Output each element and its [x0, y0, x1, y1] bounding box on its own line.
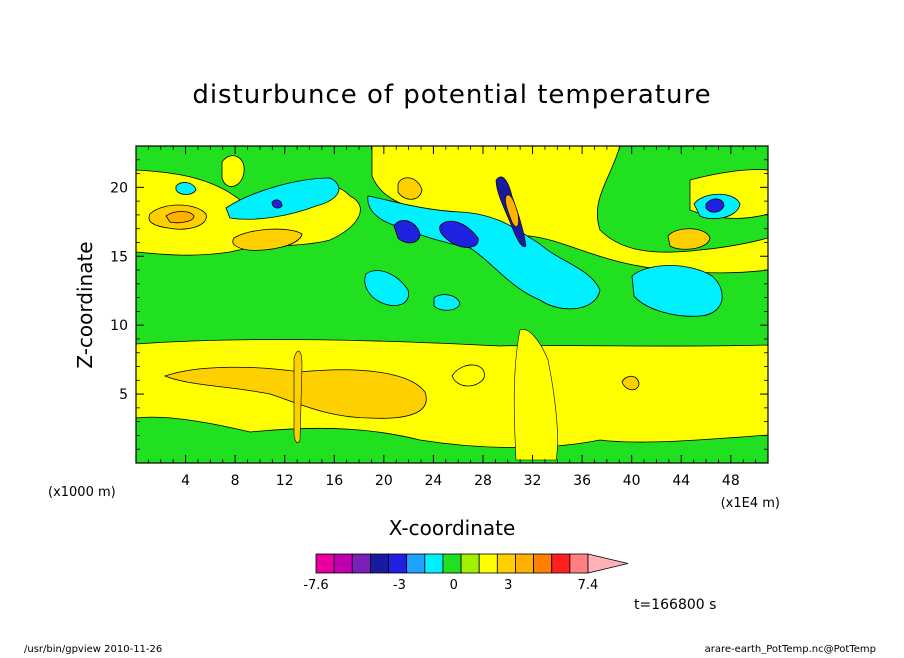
- field-lower-yellow-patch: [451, 364, 485, 387]
- field-small-cyan-patch-2: [433, 294, 461, 311]
- x-axis-label: X-coordinate: [389, 516, 516, 540]
- field-blue-patch-3: [705, 198, 725, 213]
- field-upper-orange-blob-mid: [232, 228, 303, 251]
- colorbar-segment: [315, 553, 335, 574]
- colorbar-segment: [551, 553, 571, 574]
- field-column-feature-left: [293, 350, 303, 444]
- x-tick-label: 44: [672, 473, 690, 489]
- footer-left: /usr/bin/gpview 2010-11-26: [24, 644, 162, 654]
- colorbar-tick-labels: -7.6 -3 0 3 7.4: [303, 578, 598, 593]
- y-axis-label: Z-coordinate: [73, 241, 97, 368]
- colorbar-arrow: [587, 553, 629, 574]
- x-axis-unit: (x1E4 m): [721, 496, 780, 511]
- y-axis-ticks: 5 10 15 20: [110, 159, 768, 450]
- colorbar-tick-label: 7.4: [578, 578, 599, 593]
- y-tick-label: 15: [110, 249, 128, 265]
- field-upper-orange-inner: [165, 211, 195, 224]
- x-tick-label: 28: [474, 473, 492, 489]
- colorbar-segment: [533, 553, 553, 574]
- field-column-feature-center: [513, 329, 558, 461]
- colorbar-segment: [388, 553, 408, 574]
- field-mid-cyan-patch-right: [631, 265, 723, 317]
- time-label: t=166800 s: [634, 597, 716, 613]
- field-mid-cyan-patch-left: [364, 270, 409, 306]
- colorbar-tick-label: -7.6: [303, 578, 328, 593]
- contour-field: [136, 146, 768, 463]
- x-tick-label: 36: [573, 473, 591, 489]
- y-tick-label: 20: [110, 180, 128, 196]
- field-blue-patch-2: [439, 220, 479, 248]
- x-tick-label: 20: [375, 473, 393, 489]
- colorbar-segment: [515, 553, 535, 574]
- field-small-orange-blob: [621, 375, 640, 391]
- colorbar-tick-label: -3: [393, 578, 406, 593]
- colorbar-tick-label: 3: [504, 578, 512, 593]
- field-upper-orange-blob-right: [667, 228, 711, 250]
- colorbar-segment: [333, 553, 353, 574]
- colorbar-tick-label: 0: [450, 578, 458, 593]
- chart-title: disturbunce of potential temperature: [192, 80, 711, 110]
- colorbar-segment: [569, 553, 589, 574]
- x-tick-label: 32: [524, 473, 542, 489]
- colorbar-segment: [460, 553, 480, 574]
- field-small-cyan-patch: [175, 182, 197, 195]
- x-tick-label: 24: [424, 473, 442, 489]
- colorbar-segment: [478, 553, 498, 574]
- y-tick-label: 10: [110, 318, 128, 334]
- y-tick-label: 5: [119, 387, 128, 403]
- field-top-yellow-patch: [221, 155, 245, 187]
- x-tick-label: 12: [276, 473, 294, 489]
- x-tick-label: 48: [722, 473, 740, 489]
- x-axis-ticks: 4 8 12 16 20 24 28 32 36 40 44 48: [147, 146, 757, 489]
- colorbar: [315, 553, 629, 574]
- footer-right: arare-earth_PotTemp.nc@PotTemp: [705, 644, 876, 654]
- colorbar-segment: [424, 553, 444, 574]
- x-tick-label: 4: [181, 473, 190, 489]
- x-tick-label: 16: [325, 473, 343, 489]
- field-central-filament-2: [505, 194, 519, 227]
- colorbar-segment: [442, 553, 462, 574]
- colorbar-segment: [406, 553, 426, 574]
- field-blue-patch-4: [271, 199, 283, 209]
- field-upper-cyan-patch-left: [225, 177, 340, 220]
- x-tick-label: 8: [231, 473, 240, 489]
- colorbar-segment: [369, 553, 389, 574]
- colorbar-segment: [351, 553, 371, 574]
- y-axis-unit: (x1000 m): [48, 485, 116, 500]
- field-top-orange-patch: [397, 177, 423, 200]
- field-blue-patch-1: [393, 220, 421, 244]
- colorbar-segment: [496, 553, 516, 574]
- x-tick-label: 40: [623, 473, 641, 489]
